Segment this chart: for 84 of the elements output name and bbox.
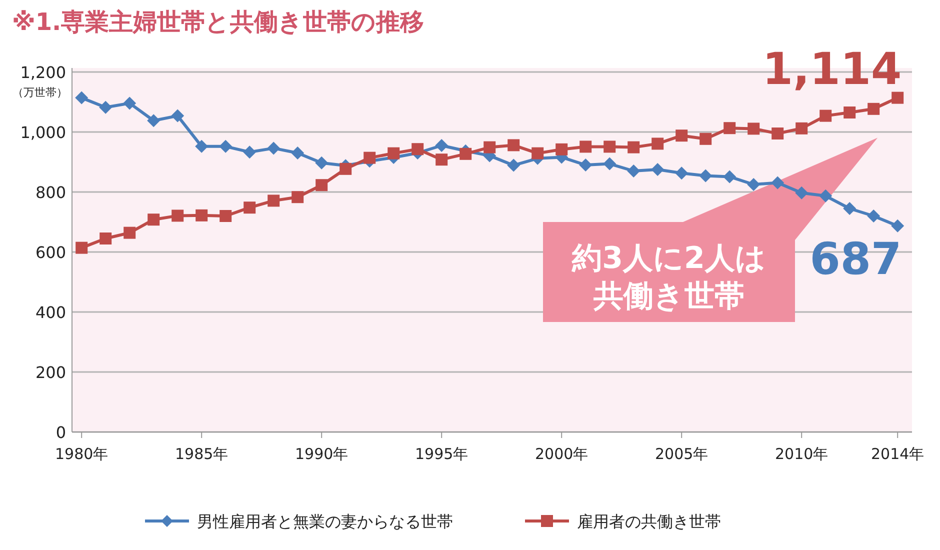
point [100, 232, 112, 244]
point [412, 143, 424, 156]
point [460, 148, 472, 160]
point [795, 186, 808, 200]
x-tick-label: 2005年 [655, 445, 708, 463]
point [196, 209, 208, 222]
point [796, 122, 808, 134]
y-tick-label: 600 [35, 243, 66, 262]
x-tick-label: 1980年 [55, 445, 108, 463]
point [556, 143, 568, 156]
point [580, 140, 592, 153]
point [820, 110, 832, 122]
point [148, 214, 160, 226]
point [723, 170, 736, 184]
y-tick-label: 1,000 [20, 123, 66, 142]
point [699, 169, 712, 182]
point [219, 140, 232, 153]
legend-label: 男性雇用者と無業の妻からなる世帯 [197, 512, 453, 531]
x-tick-label: 2000年 [535, 445, 588, 463]
point [268, 194, 280, 207]
point [892, 92, 904, 104]
data-label: 1,114 [762, 44, 902, 95]
point [748, 122, 760, 135]
point [75, 91, 88, 104]
point [171, 109, 184, 122]
point [243, 146, 256, 159]
point [843, 202, 856, 215]
point [436, 154, 448, 166]
x-tick-label: 1985年 [175, 445, 228, 463]
point [604, 140, 616, 153]
point [844, 106, 856, 118]
point [891, 219, 904, 232]
point [195, 140, 208, 153]
point [819, 189, 832, 202]
point [99, 100, 112, 114]
point [292, 191, 304, 204]
point [532, 147, 544, 160]
point [124, 226, 136, 239]
point [508, 139, 520, 152]
y-tick-label: 0 [56, 423, 66, 442]
point [771, 176, 784, 190]
data-label: 687 [810, 234, 902, 285]
point [484, 141, 496, 154]
y-tick-label: 200 [35, 363, 66, 382]
point [364, 152, 376, 164]
point [651, 163, 664, 176]
point [435, 139, 448, 152]
point [340, 162, 352, 175]
point [316, 179, 328, 192]
x-tick-label: 2010年 [775, 445, 828, 463]
point [628, 141, 640, 154]
point [123, 96, 136, 110]
point [627, 164, 640, 178]
x-tick-label: 2014年 [871, 445, 924, 463]
point [172, 210, 184, 222]
point [76, 242, 88, 254]
point [724, 122, 736, 134]
y-axis-title: （万世帯） [12, 86, 68, 99]
x-tick-label: 1995年 [415, 445, 468, 463]
point [652, 138, 664, 150]
y-tick-label: 1,200 [20, 63, 66, 82]
point [700, 132, 712, 145]
point [388, 147, 400, 160]
point [772, 128, 784, 140]
point [868, 102, 880, 115]
point [675, 166, 688, 180]
legend-label: 雇用者の共働き世帯 [577, 512, 721, 531]
chart-title: ※1.専業主婦世帯と共働き世帯の推移 [12, 8, 424, 36]
point [291, 146, 304, 160]
point [220, 210, 232, 222]
point [147, 114, 160, 128]
point [507, 158, 520, 172]
point [244, 202, 256, 214]
point [867, 210, 880, 222]
annotation: 約3人に2人は共働き世帯 [571, 241, 766, 314]
x-tick-label: 1990年 [295, 445, 348, 463]
point [603, 157, 616, 170]
y-tick-label: 400 [35, 303, 66, 322]
y-tick-label: 800 [35, 183, 66, 202]
point [747, 178, 760, 191]
point [579, 158, 592, 172]
point [315, 156, 328, 170]
point [676, 130, 688, 142]
point [267, 142, 280, 155]
